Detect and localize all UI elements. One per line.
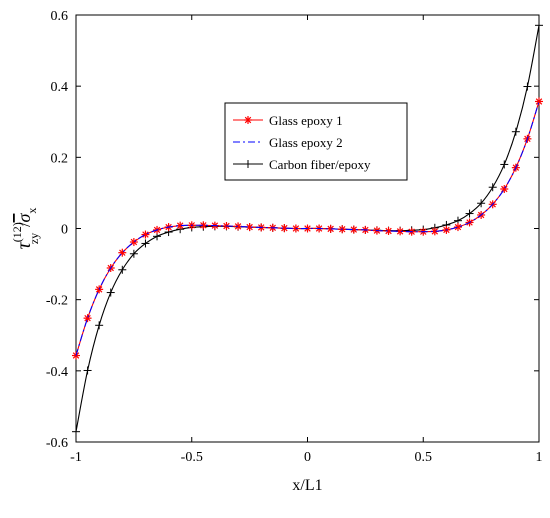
legend-item: Carbon fiber/epoxy	[233, 157, 371, 172]
data-point	[141, 239, 150, 248]
data-point	[535, 21, 543, 30]
x-tick-label: 0.5	[415, 450, 433, 465]
data-point	[83, 314, 92, 323]
data-point	[511, 127, 520, 136]
data-point	[83, 366, 92, 375]
y-tick-label: -0.2	[46, 294, 68, 309]
x-axis-label: x/L1	[292, 477, 322, 494]
y-tick-label: 0	[61, 223, 68, 238]
data-point	[535, 97, 543, 106]
data-point	[106, 288, 115, 297]
data-point	[500, 160, 509, 169]
data-point	[465, 209, 474, 218]
y-label-denom-sub: x	[25, 208, 39, 214]
data-point	[234, 222, 243, 231]
y-label-slash: /	[17, 222, 34, 227]
y-label-denom: σ	[14, 212, 34, 222]
data-point	[500, 185, 509, 194]
data-point	[129, 249, 138, 258]
legend-item: Glass epoxy 2	[233, 135, 343, 150]
data-point	[477, 199, 486, 208]
x-tick-label: 0	[304, 450, 311, 465]
y-label-sup: (12)	[10, 222, 24, 242]
legend-box	[224, 102, 408, 181]
data-point	[523, 82, 532, 91]
data-point	[95, 321, 104, 330]
legend-label: Carbon fiber/epoxy	[269, 157, 371, 172]
data-point	[141, 230, 150, 239]
plot-area: -1 -0.5 0 0.5 1 -0.6 -0.4 -0.2 0 0.2 0.4 0.6	[46, 9, 543, 465]
legend-item: Glass epoxy 1	[233, 113, 343, 128]
y-tick-label: -0.4	[46, 365, 68, 380]
legend-label: Glass epoxy 1	[269, 113, 343, 128]
data-point	[72, 427, 80, 436]
legend: Glass epoxy 1 Glass epoxy 2 Carbon fiber/e…	[224, 102, 408, 181]
data-point	[72, 351, 80, 360]
y-tick-label: 0.2	[51, 151, 69, 166]
y-axis: -0.6 -0.4 -0.2 0 0.2 0.4 0.6	[46, 9, 539, 451]
x-tick-label: 1	[536, 450, 543, 465]
x-tick-label: -1	[70, 450, 82, 465]
series-layer	[72, 21, 543, 436]
y-label-sub: zy	[27, 233, 41, 244]
series-line	[75, 101, 540, 356]
legend-label: Glass epoxy 2	[269, 135, 343, 150]
series-1	[75, 101, 540, 356]
data-point	[453, 223, 462, 232]
y-tick-label: -0.6	[46, 436, 68, 451]
y-label-base: τ	[13, 241, 35, 249]
y-tick-label: 0.4	[51, 80, 69, 95]
x-tick-label: -0.5	[181, 450, 203, 465]
y-tick-label: 0.6	[51, 9, 69, 24]
x-axis: -1 -0.5 0 0.5 1	[70, 15, 543, 465]
data-point	[488, 183, 497, 192]
y-axis-label: τ(12) zy /σx	[10, 208, 41, 250]
data-point	[118, 265, 127, 274]
